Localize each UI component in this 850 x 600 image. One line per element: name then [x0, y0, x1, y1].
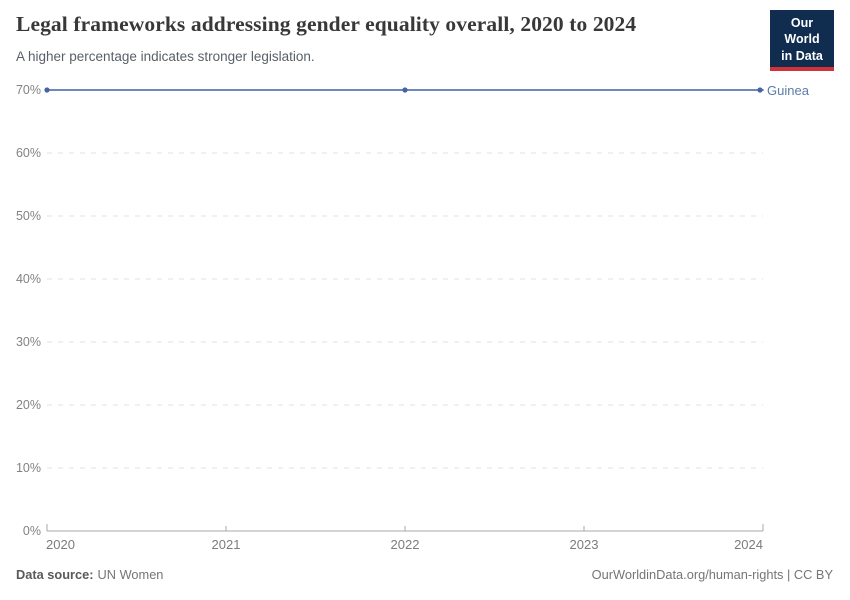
y-tick-label-60: 60% — [15, 146, 41, 160]
y-tick-label-50: 50% — [15, 209, 41, 223]
owid-logo[interactable]: Our World in Data — [770, 10, 834, 71]
y-tick-label-40: 40% — [15, 272, 41, 286]
data-point-2022 — [402, 87, 408, 93]
chart-title: Legal frameworks addressing gender equal… — [16, 12, 637, 36]
x-tick-label-2022: 2022 — [390, 537, 420, 552]
y-tick-label-20: 20% — [15, 398, 41, 412]
y-tick-label-70: 70% — [15, 83, 41, 97]
y-tick-label-10: 10% — [15, 461, 41, 475]
owid-logo-line1: Our World — [784, 16, 820, 47]
data-point-2024 — [757, 87, 763, 93]
chart-footer: Data source: UN Women OurWorldinData.org/… — [16, 567, 833, 582]
data-point-2020 — [44, 87, 50, 93]
x-tick-label-2024: 2024 — [734, 537, 763, 552]
y-tick-label-0: 0% — [22, 524, 41, 538]
x-tick-label-2023: 2023 — [569, 537, 599, 552]
y-tick-label-30: 30% — [15, 335, 41, 349]
credit-link[interactable]: OurWorldinData.org/human-rights | CC BY — [591, 567, 833, 582]
x-tick-label-2021: 2021 — [211, 537, 241, 552]
x-tick-label-2020: 2020 — [46, 537, 75, 552]
series-label-guinea[interactable]: Guinea — [767, 83, 809, 98]
data-source: Data source: UN Women — [16, 567, 163, 582]
data-source-value: UN Women — [97, 567, 164, 582]
owid-logo-line2: in Data — [781, 48, 823, 63]
data-source-label: Data source: — [16, 567, 94, 582]
chart-subtitle: A higher percentage indicates stronger l… — [16, 49, 315, 64]
